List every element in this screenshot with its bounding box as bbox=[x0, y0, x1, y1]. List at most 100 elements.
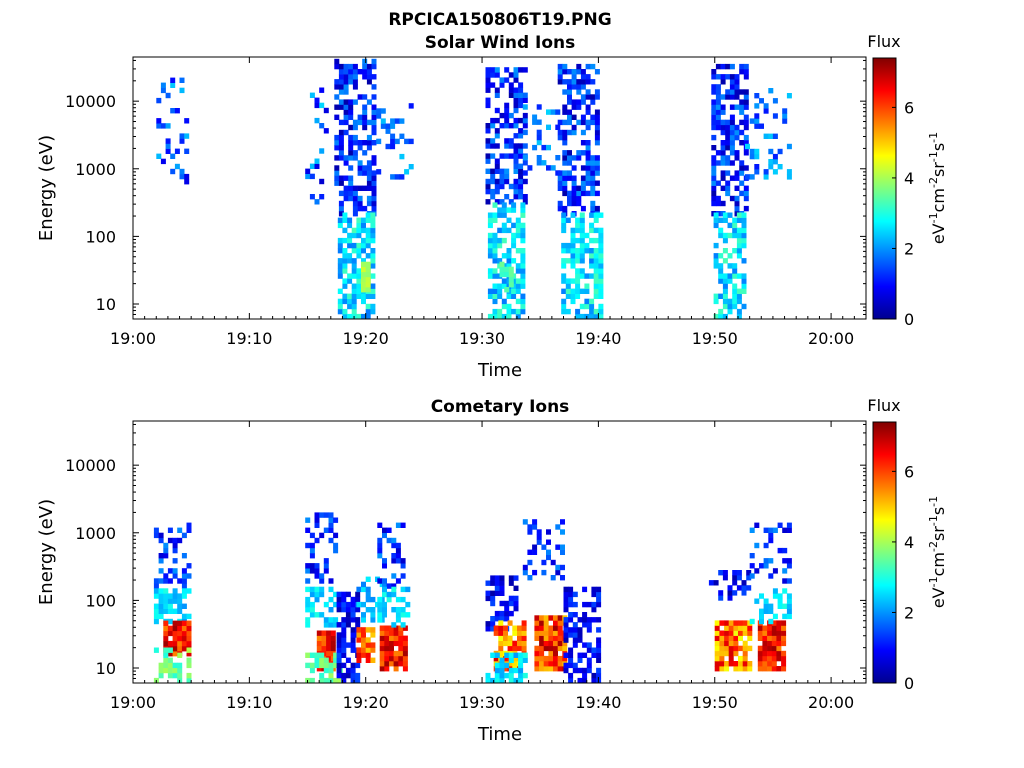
flux-cell bbox=[362, 170, 368, 176]
plot-frame bbox=[132, 56, 867, 320]
flux-cell bbox=[357, 94, 363, 100]
flux-cell bbox=[351, 308, 357, 315]
flux-cell bbox=[305, 652, 311, 658]
flux-cell bbox=[501, 222, 507, 229]
flux-cell bbox=[504, 287, 510, 293]
flux-cell bbox=[594, 155, 600, 161]
flux-cell bbox=[534, 625, 540, 631]
flux-cell bbox=[714, 650, 720, 657]
flux-cell bbox=[555, 564, 561, 571]
flux-cell bbox=[567, 89, 572, 95]
flux-cell bbox=[734, 134, 740, 141]
flux-cell bbox=[745, 143, 750, 150]
flux-cell bbox=[729, 129, 735, 136]
flux-cell bbox=[508, 123, 514, 129]
flux-cell bbox=[711, 200, 717, 207]
flux-cell bbox=[309, 586, 315, 593]
flux-cell bbox=[536, 134, 542, 141]
flux-cell bbox=[754, 113, 760, 119]
flux-cell bbox=[557, 661, 563, 667]
flux-cell bbox=[485, 97, 491, 103]
flux-cell bbox=[586, 617, 592, 623]
flux-cell bbox=[323, 667, 329, 674]
flux-cell bbox=[348, 175, 354, 181]
flux-cell bbox=[487, 217, 493, 223]
flux-cell bbox=[768, 88, 774, 94]
flux-cell bbox=[747, 661, 753, 667]
flux-cell bbox=[711, 165, 717, 171]
flux-cell bbox=[782, 547, 788, 554]
flux-cell bbox=[591, 606, 597, 613]
flux-cell bbox=[352, 74, 358, 80]
flux-cell bbox=[579, 212, 585, 218]
solar-wind-panel: Solar Wind Ions 19:00 19:10 19:20 19:30 19:4… bbox=[36, 32, 948, 381]
flux-cell bbox=[507, 635, 513, 641]
flux-cell bbox=[513, 163, 519, 169]
flux-cell bbox=[390, 138, 396, 145]
flux-cell bbox=[362, 74, 368, 80]
flux-cell bbox=[729, 160, 735, 166]
flux-cell bbox=[391, 622, 397, 628]
flux-cell bbox=[341, 596, 347, 603]
flux-cell bbox=[548, 625, 554, 631]
flux-cell bbox=[513, 92, 519, 98]
flux-cell bbox=[580, 175, 586, 181]
flux-cell bbox=[365, 647, 371, 653]
flux-cell bbox=[579, 222, 585, 229]
flux-cell bbox=[713, 222, 719, 229]
flux-cell bbox=[736, 232, 742, 239]
flux-cell bbox=[579, 303, 585, 310]
flux-cell bbox=[749, 527, 755, 533]
flux-cell bbox=[389, 625, 394, 631]
flux-cell bbox=[485, 123, 491, 129]
flux-cell bbox=[586, 622, 592, 628]
flux-cell bbox=[777, 603, 783, 609]
flux-cell bbox=[163, 620, 169, 626]
flux-cell bbox=[501, 207, 507, 213]
flux-cell bbox=[593, 263, 599, 269]
flux-cell bbox=[520, 303, 526, 310]
flux-cell bbox=[361, 617, 366, 623]
flux-cell bbox=[727, 278, 733, 284]
flux-cell bbox=[575, 313, 581, 320]
flux-cell bbox=[513, 600, 519, 607]
flux-cell bbox=[739, 160, 745, 166]
flux-cell bbox=[513, 652, 519, 658]
flux-cell bbox=[485, 595, 491, 602]
flux-cell bbox=[356, 632, 362, 638]
flux-cell bbox=[186, 672, 192, 679]
flux-cell bbox=[781, 666, 787, 672]
flux-cell bbox=[518, 178, 524, 185]
flux-cell bbox=[487, 273, 493, 279]
flux-cell bbox=[739, 63, 745, 70]
flux-cell bbox=[341, 632, 347, 638]
flux-cell bbox=[736, 298, 742, 305]
flux-cell bbox=[370, 596, 376, 603]
flux-cell bbox=[720, 129, 726, 136]
flux-cell bbox=[589, 298, 595, 305]
flux-cell bbox=[485, 672, 491, 679]
flux-cell bbox=[594, 190, 600, 197]
flux-cell bbox=[594, 160, 600, 166]
flux-cell bbox=[408, 103, 414, 109]
flux-cell bbox=[589, 222, 595, 229]
flux-cell bbox=[762, 661, 768, 667]
flux-cell bbox=[579, 313, 585, 320]
flux-cell bbox=[343, 104, 349, 110]
flux-cell bbox=[165, 138, 171, 144]
flux-cell bbox=[321, 645, 327, 652]
flux-cell bbox=[532, 524, 538, 530]
flux-cell bbox=[718, 263, 724, 269]
flux-cell bbox=[782, 558, 788, 564]
flux-cell bbox=[341, 647, 347, 653]
flux-cell bbox=[715, 63, 721, 70]
flux-cell bbox=[576, 84, 582, 90]
flux-cell bbox=[341, 662, 347, 669]
flux-cell bbox=[365, 293, 371, 299]
flux-cell bbox=[754, 123, 760, 129]
flux-cell bbox=[508, 87, 514, 93]
flux-cell bbox=[165, 143, 171, 149]
flux-cell bbox=[572, 591, 578, 598]
flux-cell bbox=[336, 637, 342, 643]
flux-cell bbox=[351, 258, 357, 264]
